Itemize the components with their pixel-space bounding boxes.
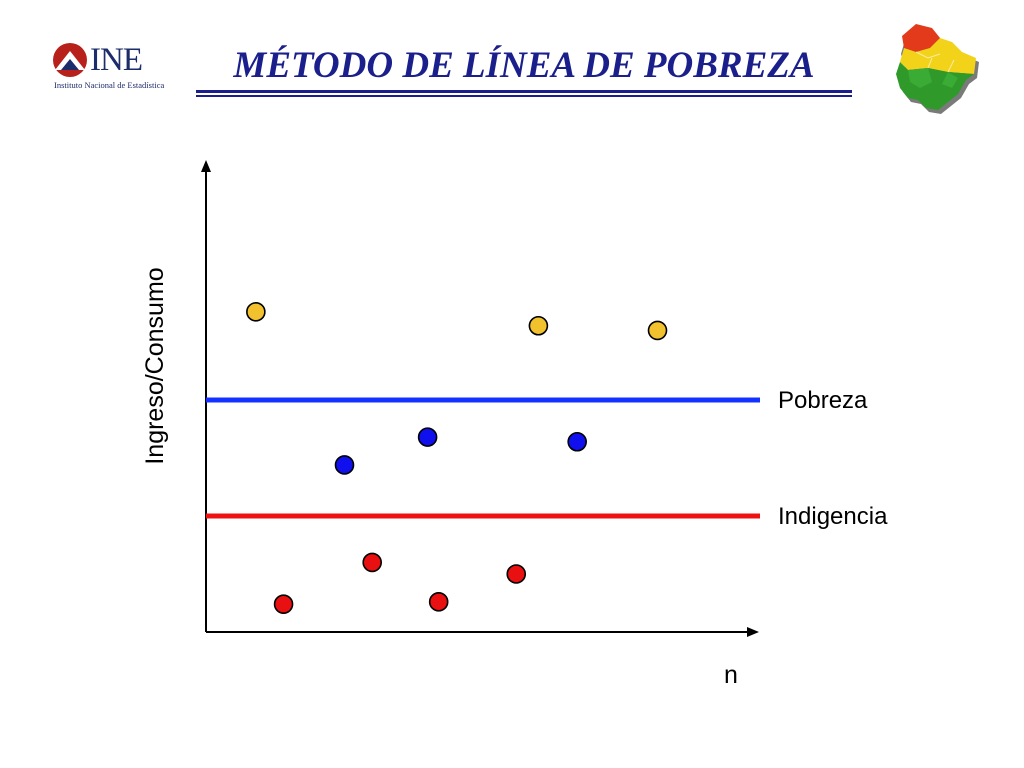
indigent-point-3 [428,592,449,612]
logo-subtitle: Instituto Nacional de Estadística [54,80,165,90]
indigencia-line-label: Indigencia [778,503,888,530]
y-axis-label: Ingreso/Consumo [141,267,169,464]
bolivia-map-icon [896,24,979,114]
pobreza-line-label: Pobreza [778,387,868,414]
poor-point-3 [567,431,587,452]
y-axis-arrow [201,160,211,172]
slide-title: MÉTODO DE LÍNEA DE POBREZA [233,45,815,86]
logo-wordmark: INE [90,42,143,78]
ine-logo: INE Instituto Nacional de Estadística [52,40,172,94]
x-axis-label: n [724,661,738,689]
above-poverty-point-3 [647,320,668,341]
data-points [246,302,668,614]
indigent-point-4 [506,564,527,584]
ine-logo-mark-icon [53,43,87,77]
poor-point-1 [334,455,355,475]
indigent-point-1 [273,594,294,614]
x-axis-arrow [747,627,759,637]
above-poverty-point-1 [246,302,266,322]
title-underline [196,90,852,97]
indigent-point-2 [362,552,383,573]
reference-lines: Pobreza Indigencia [206,387,888,530]
poor-point-2 [417,427,438,447]
above-poverty-point-2 [528,315,549,336]
